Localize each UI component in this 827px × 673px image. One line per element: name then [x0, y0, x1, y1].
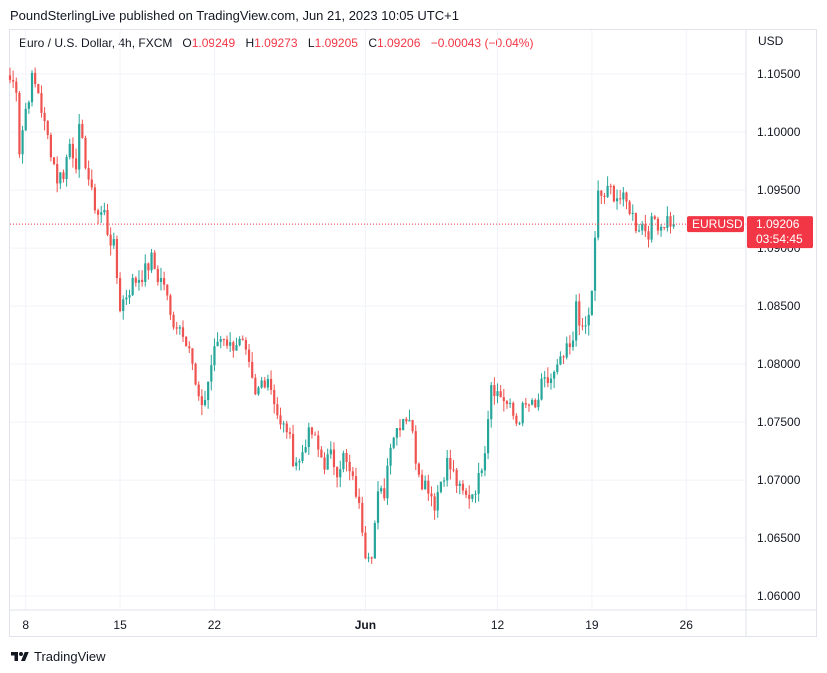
high-label: H: [245, 36, 255, 50]
chart-frame: [9, 29, 817, 637]
close-value: 1.09206: [376, 36, 421, 50]
symbol-description: Euro / U.S. Dollar, 4h, FXCM: [19, 36, 173, 50]
open-value: 1.09249: [191, 36, 236, 50]
low-value: 1.09205: [314, 36, 358, 50]
tradingview-brand[interactable]: TradingView: [10, 649, 106, 664]
published-line: PoundSterlingLive published on TradingVi…: [10, 8, 459, 23]
low-label: L: [307, 36, 315, 50]
tradingview-logo-icon: [11, 651, 29, 661]
change-value: −0.00043 (−0.04%): [430, 36, 534, 50]
ohlc-legend: Euro / U.S. Dollar, 4h, FXCM O1.09249 H1…: [19, 36, 533, 50]
high-value: 1.09273: [254, 36, 298, 50]
close-label: C: [368, 36, 377, 50]
brand-name: TradingView: [34, 649, 106, 664]
open-label: O: [182, 36, 192, 50]
